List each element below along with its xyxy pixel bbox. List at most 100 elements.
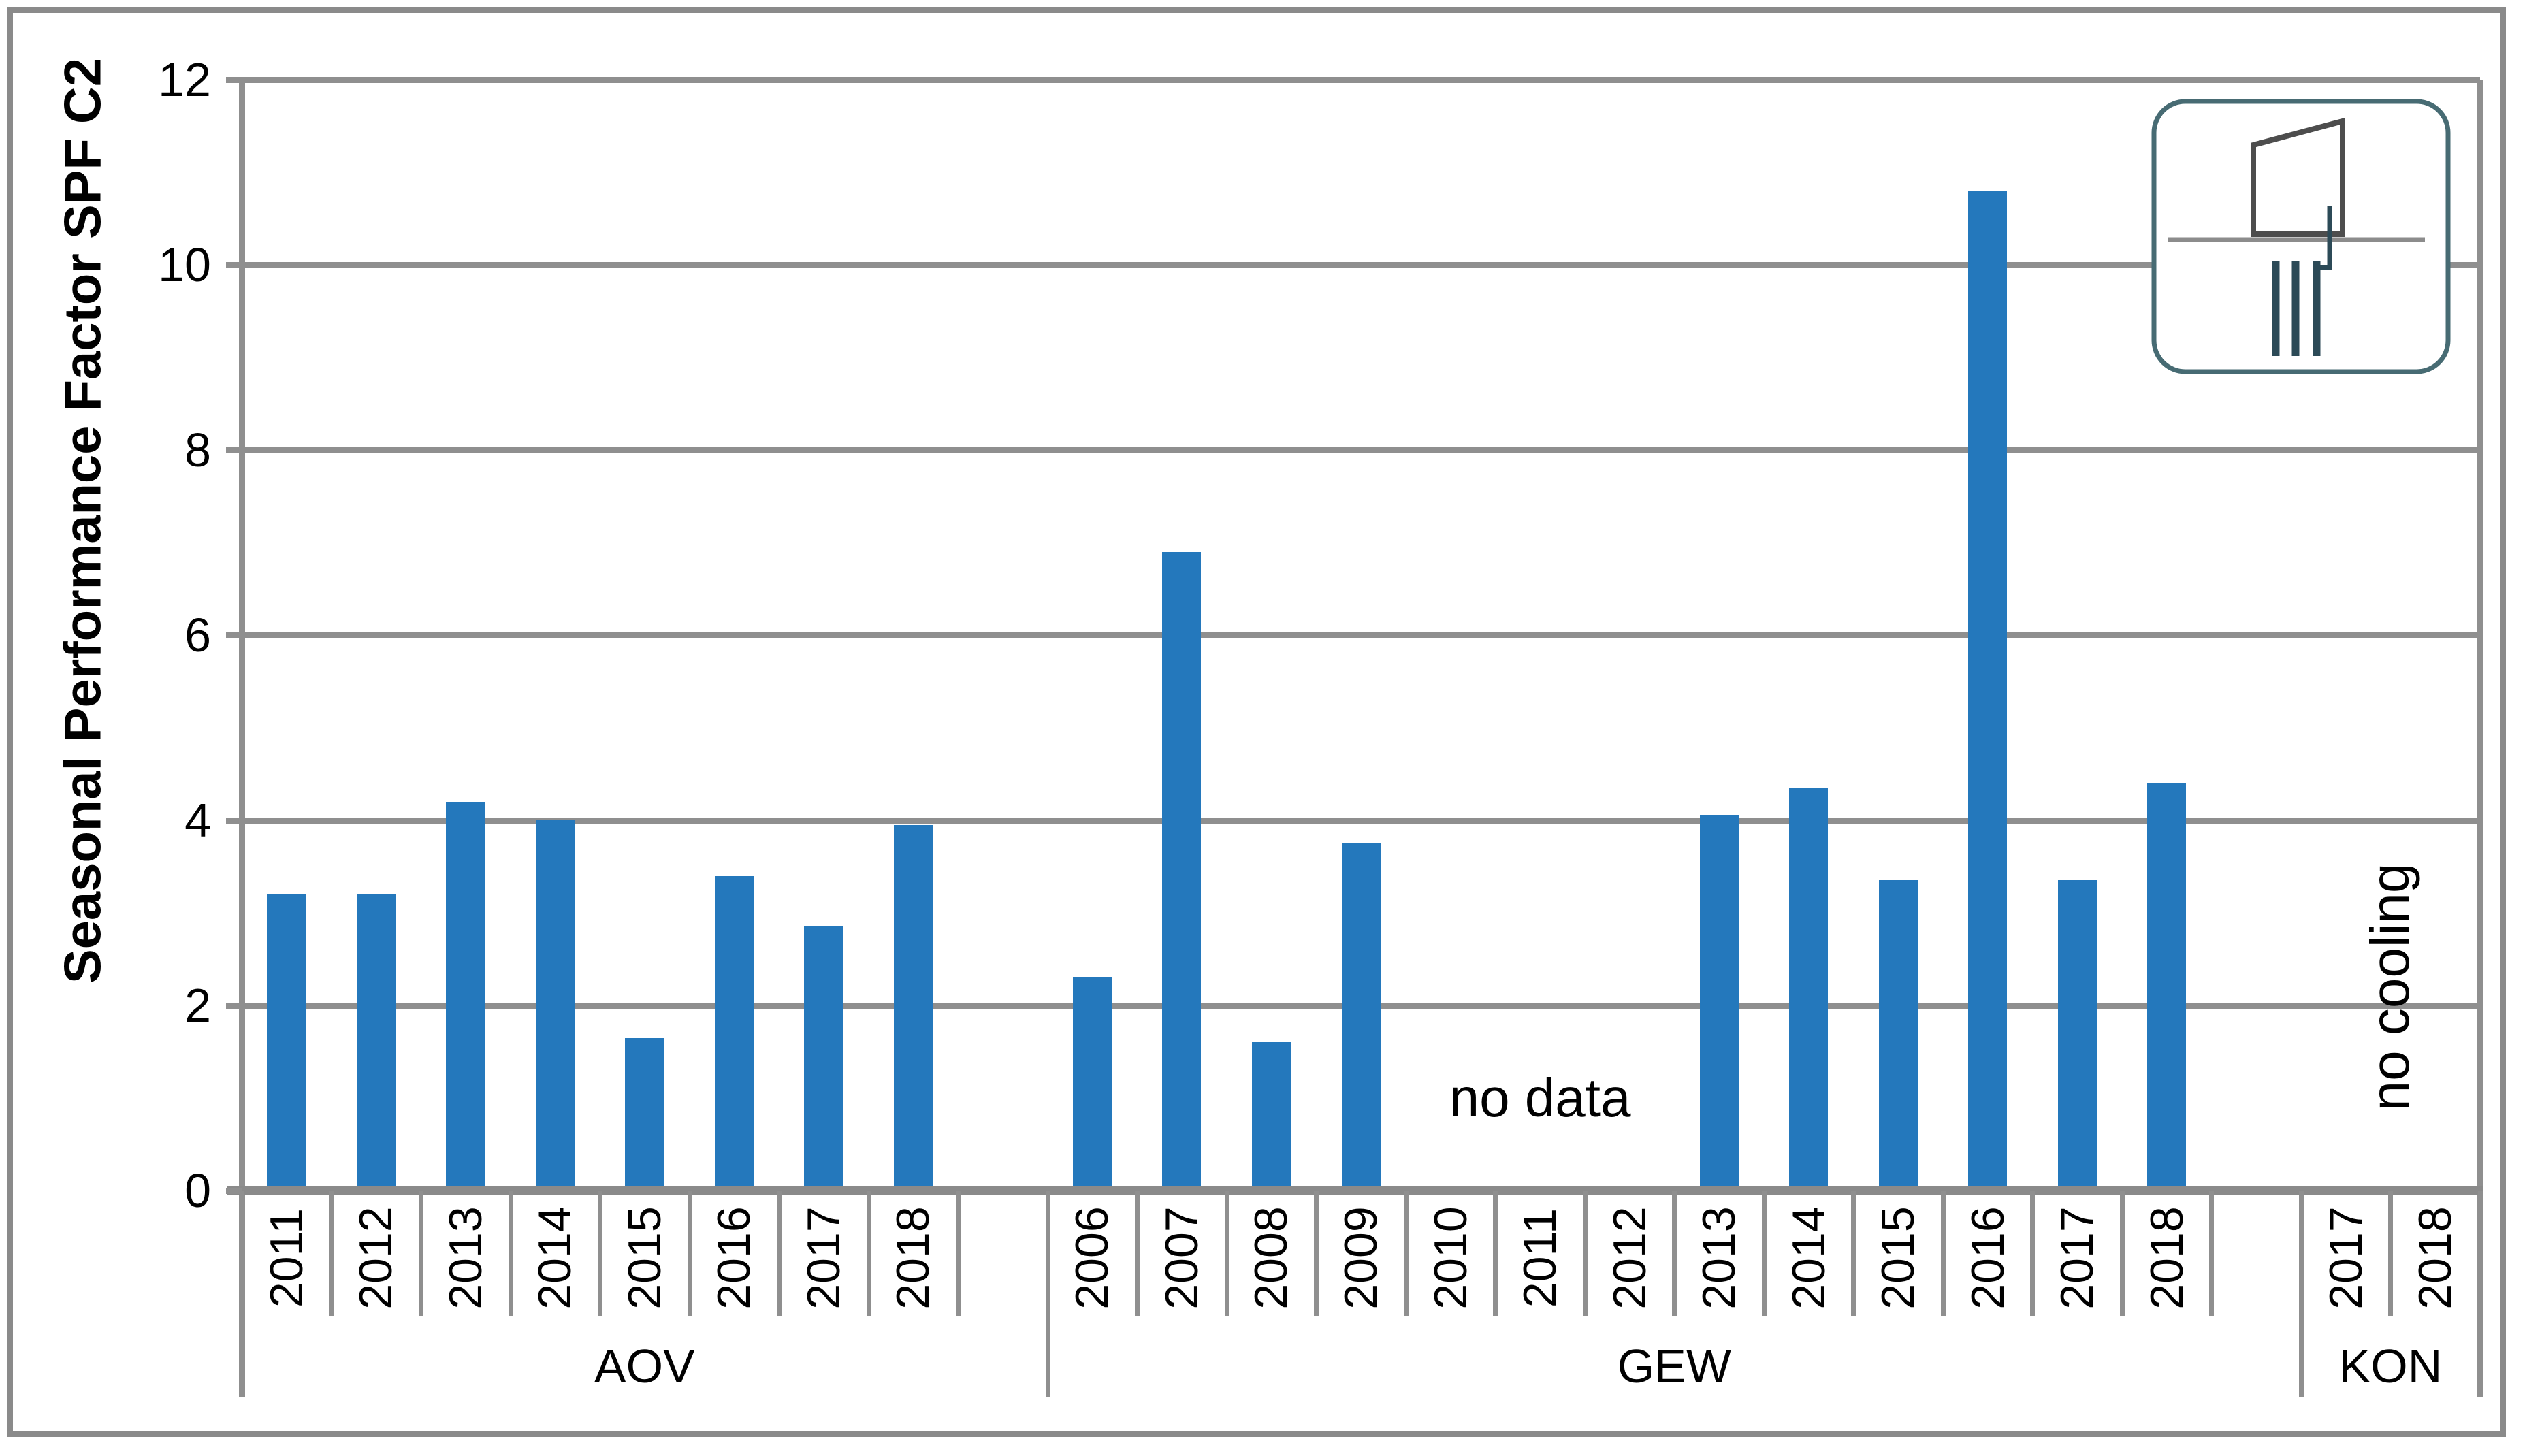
x-axis-line bbox=[227, 1186, 2483, 1195]
icon-pipe-elbow bbox=[2317, 206, 2332, 270]
bar-AOV-2013 bbox=[446, 801, 485, 1191]
building-borehole-icon bbox=[2151, 99, 2451, 374]
y-tick-mark-0 bbox=[226, 1188, 242, 1194]
y-tick-mark-10 bbox=[226, 262, 242, 268]
x-tick-line bbox=[2119, 1191, 2125, 1316]
year-label-GEW-2008: 2008 bbox=[1245, 1206, 1298, 1310]
year-label-KON-2017: 2017 bbox=[2319, 1206, 2372, 1310]
year-label-GEW-2015: 2015 bbox=[1872, 1206, 1925, 1310]
y-tick-mark-12 bbox=[226, 77, 242, 83]
bar-GEW-2008 bbox=[1251, 1042, 1291, 1191]
year-label-GEW-2012: 2012 bbox=[1603, 1206, 1656, 1310]
x-tick-line bbox=[1224, 1191, 1229, 1316]
x-group-separator bbox=[1045, 1191, 1050, 1397]
x-group-separator bbox=[240, 1191, 244, 1397]
year-label-AOV-2017: 2017 bbox=[797, 1206, 850, 1310]
bar-AOV-2014 bbox=[535, 820, 575, 1191]
y-tick-label-2: 2 bbox=[184, 979, 211, 1032]
plot-area bbox=[242, 77, 2480, 1194]
annotation-no-cooling: no cooling bbox=[2360, 862, 2421, 1112]
bar-AOV-2017 bbox=[804, 926, 843, 1191]
year-label-GEW-2017: 2017 bbox=[2051, 1206, 2104, 1310]
y-tick-label-10: 10 bbox=[158, 238, 211, 291]
gridline-y-8 bbox=[242, 447, 2480, 453]
annotation-no-data: no data bbox=[1449, 1067, 1631, 1128]
x-tick-line bbox=[1403, 1191, 1409, 1316]
group-label-aov: AOV bbox=[594, 1340, 695, 1393]
figure-border bbox=[7, 7, 2506, 1437]
x-tick-line bbox=[687, 1191, 692, 1316]
group-label-gew: GEW bbox=[1617, 1340, 1731, 1393]
gridline-y-6 bbox=[242, 632, 2480, 638]
year-label-AOV-2012: 2012 bbox=[350, 1206, 402, 1310]
y-axis-line bbox=[239, 80, 245, 1397]
x-tick-line bbox=[1851, 1191, 1856, 1316]
x-tick-line bbox=[777, 1191, 782, 1316]
year-label-KON-2018: 2018 bbox=[2409, 1206, 2462, 1310]
x-tick-line bbox=[1314, 1191, 1319, 1316]
gridline-y-10 bbox=[242, 262, 2480, 268]
x-tick-line bbox=[1940, 1191, 1946, 1316]
bar-GEW-2013 bbox=[1699, 815, 1739, 1191]
x-tick-line bbox=[419, 1191, 424, 1316]
bar-GEW-2007 bbox=[1162, 551, 1202, 1191]
x-tick-line bbox=[866, 1191, 871, 1316]
bar-GEW-2009 bbox=[1341, 843, 1381, 1191]
year-label-GEW-2013: 2013 bbox=[1693, 1206, 1746, 1310]
group-label-kon: KON bbox=[2338, 1340, 2443, 1393]
year-label-GEW-2018: 2018 bbox=[2140, 1206, 2193, 1310]
year-label-GEW-2014: 2014 bbox=[1782, 1206, 1835, 1310]
x-tick-line bbox=[1761, 1191, 1767, 1316]
bar-AOV-2015 bbox=[625, 1037, 664, 1191]
year-label-GEW-2009: 2009 bbox=[1335, 1206, 1387, 1310]
year-label-AOV-2013: 2013 bbox=[439, 1206, 492, 1310]
y-tick-mark-2 bbox=[226, 1003, 242, 1009]
x-tick-line bbox=[2388, 1191, 2394, 1316]
year-label-AOV-2016: 2016 bbox=[708, 1206, 760, 1310]
x-tick-line bbox=[1672, 1191, 1677, 1316]
gridline-y-4 bbox=[242, 818, 2480, 824]
y-tick-mark-4 bbox=[226, 818, 242, 824]
year-label-GEW-2016: 2016 bbox=[1961, 1206, 2014, 1310]
x-tick-line bbox=[508, 1191, 513, 1316]
icon-building-outline bbox=[2251, 117, 2345, 237]
x-tick-line bbox=[1493, 1191, 1498, 1316]
x-tick-line bbox=[2209, 1191, 2215, 1316]
bar-GEW-2006 bbox=[1072, 977, 1112, 1191]
plot-right-border bbox=[2477, 80, 2483, 1397]
bar-GEW-2015 bbox=[1878, 880, 1918, 1191]
year-label-AOV-2011: 2011 bbox=[260, 1208, 312, 1308]
y-tick-mark-8 bbox=[226, 447, 242, 453]
y-tick-label-0: 0 bbox=[184, 1164, 211, 1217]
bar-AOV-2016 bbox=[714, 875, 754, 1191]
year-label-GEW-2011: 2011 bbox=[1514, 1208, 1566, 1308]
y-tick-label-8: 8 bbox=[184, 423, 211, 476]
year-label-GEW-2006: 2006 bbox=[1066, 1206, 1119, 1310]
year-label-GEW-2007: 2007 bbox=[1155, 1206, 1208, 1310]
bar-AOV-2018 bbox=[893, 824, 933, 1191]
year-label-GEW-2010: 2010 bbox=[1424, 1206, 1477, 1310]
bar-GEW-2014 bbox=[1789, 788, 1829, 1191]
y-tick-label-12: 12 bbox=[158, 53, 211, 106]
bar-GEW-2018 bbox=[2147, 783, 2187, 1191]
year-label-AOV-2018: 2018 bbox=[887, 1206, 939, 1310]
x-group-separator bbox=[2478, 1191, 2483, 1397]
x-tick-line bbox=[1582, 1191, 1588, 1316]
y-tick-label-6: 6 bbox=[184, 609, 211, 662]
year-label-AOV-2014: 2014 bbox=[529, 1206, 581, 1310]
x-tick-line bbox=[1135, 1191, 1140, 1316]
bar-GEW-2016 bbox=[1968, 191, 2008, 1191]
y-tick-label-4: 4 bbox=[184, 794, 211, 847]
x-tick-line bbox=[598, 1191, 603, 1316]
gridline-y-12 bbox=[242, 77, 2480, 83]
x-tick-line bbox=[329, 1191, 334, 1316]
x-group-separator bbox=[2298, 1191, 2304, 1397]
bar-AOV-2011 bbox=[267, 894, 306, 1191]
bar-GEW-2017 bbox=[2057, 880, 2097, 1191]
x-tick-line bbox=[2030, 1191, 2036, 1316]
x-tick-line bbox=[956, 1191, 961, 1316]
y-tick-mark-6 bbox=[226, 632, 242, 638]
year-label-AOV-2015: 2015 bbox=[618, 1206, 671, 1310]
bar-AOV-2012 bbox=[356, 894, 396, 1191]
